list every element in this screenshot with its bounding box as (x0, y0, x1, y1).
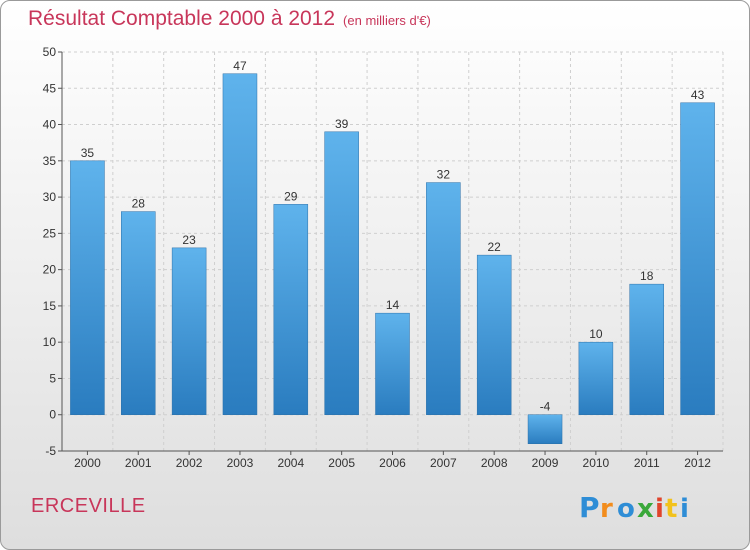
x-tick-label-2003: 2003 (227, 456, 254, 470)
y-tick-label: 0 (49, 408, 56, 422)
data-labels: 35 28 23 47 29 39 14 32 22 -4 10 18 43 (81, 59, 705, 414)
x-tick-label-2000: 2000 (74, 456, 101, 470)
y-tick-label: 20 (43, 263, 57, 277)
value-label-2010: 10 (589, 327, 603, 341)
chart-title: Résultat Comptable 2000 à 2012 (en millie… (28, 7, 431, 31)
value-label-2008: 22 (488, 240, 502, 254)
bar-2011 (629, 283, 664, 415)
chart-subtitle: (en milliers d'€) (343, 13, 431, 28)
bar-2007 (426, 182, 461, 415)
value-label-2002: 23 (182, 233, 196, 247)
logo-letter-x: x (637, 494, 654, 524)
logo-letter-o: o (617, 494, 635, 524)
y-tick-label: 10 (43, 335, 57, 349)
value-label-2011: 18 (640, 269, 654, 283)
bar-2006 (375, 312, 410, 415)
bar-2009 (527, 414, 563, 444)
logo-letter-r: r (600, 494, 613, 524)
bar-2008 (476, 254, 512, 415)
y-tick-label: 15 (43, 299, 57, 313)
proxiti-logo: P r o x i t i (579, 491, 689, 524)
bar-2000 (70, 160, 105, 415)
x-tick-label-2011: 2011 (634, 456, 660, 470)
title-text: Résultat Comptable 2000 à 2012 (28, 7, 336, 30)
bars (70, 73, 715, 444)
value-label-2005: 39 (335, 117, 349, 131)
x-tick-label-2012: 2012 (684, 456, 711, 470)
x-tick-label-2008: 2008 (481, 456, 508, 470)
bar-2001 (121, 211, 156, 415)
bar-2002 (171, 247, 207, 415)
y-tick-label: -5 (45, 444, 56, 458)
y-tick-label: 35 (43, 154, 57, 168)
y-tick-label: 40 (43, 118, 57, 132)
logo-letter-p: P (579, 491, 600, 524)
value-label-2006: 14 (386, 298, 400, 312)
logo-letter-i2: i (680, 494, 689, 524)
bar-2012 (680, 102, 715, 415)
y-tick-label: 5 (49, 371, 56, 385)
x-tick-label-2010: 2010 (583, 456, 610, 470)
x-tick-label-2005: 2005 (328, 456, 355, 470)
x-tick-label-2007: 2007 (430, 456, 457, 470)
value-label-2004: 29 (284, 189, 298, 203)
x-tick-label-2006: 2006 (379, 456, 406, 470)
x-tick-label-2001: 2001 (125, 456, 152, 470)
x-tick-label-2004: 2004 (277, 456, 304, 470)
logo-letter-t: t (665, 494, 677, 524)
value-label-2009: -4 (540, 400, 551, 414)
value-label-2012: 43 (691, 88, 705, 102)
y-tick-label: 50 (43, 45, 57, 59)
y-tick-label: 30 (43, 190, 57, 204)
logo-letter-i1: i (655, 494, 664, 524)
x-tick-label-2009: 2009 (532, 456, 559, 470)
bar-2004 (273, 204, 309, 415)
bar-2003 (222, 73, 258, 415)
value-label-2000: 35 (81, 146, 95, 160)
axes: -5 0 5 10 15 20 25 30 35 40 45 50 2000 2001 2002 2003 20… (43, 45, 723, 470)
y-tick-label: 45 (43, 81, 57, 95)
value-label-2003: 47 (233, 59, 247, 73)
x-tick-label-2002: 2002 (176, 456, 203, 470)
bar-2010 (578, 341, 614, 415)
value-label-2001: 28 (132, 197, 146, 211)
town-name: ERCEVILLE (31, 495, 146, 517)
bar-2005 (324, 131, 359, 415)
value-label-2007: 32 (437, 168, 451, 182)
y-tick-label: 25 (43, 226, 57, 240)
